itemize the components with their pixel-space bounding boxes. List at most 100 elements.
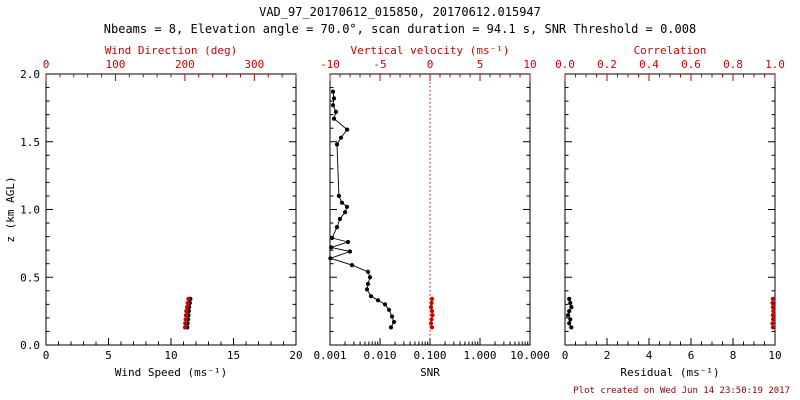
snr-profile-marker [330, 235, 335, 241]
correlation-marker [770, 300, 775, 306]
snr-profile-marker [336, 193, 341, 198]
wind-direction-marker [183, 313, 188, 318]
correlation-marker [771, 317, 776, 322]
x-tick-label: 10 [768, 349, 781, 362]
wind-direction-marker [184, 305, 190, 310]
snr-profile-marker [364, 287, 370, 292]
top-axis-title: Vertical velocity (ms⁻¹) [351, 44, 510, 57]
panel-frame [564, 73, 776, 346]
snr-profile-marker [330, 89, 336, 94]
x-tick-label: 20 [289, 349, 302, 362]
correlation-marker [770, 313, 776, 318]
x-tick-label: 8 [730, 349, 737, 362]
snr-profile-marker [345, 239, 351, 245]
snr-profile-marker [365, 269, 371, 274]
snr-profile-marker [334, 225, 340, 230]
top-tick-label: 100 [106, 58, 126, 71]
snr-profile-marker [386, 307, 392, 312]
wind-direction-marker [186, 296, 191, 301]
x-tick-label: 5 [105, 349, 112, 362]
snr-profile-marker [337, 216, 342, 222]
panel-wind: 0 5 10 15 20 Wind Speed (ms⁻¹) 0 100 200 300 Wind … [20, 44, 303, 379]
snr-profile-marker [388, 325, 394, 330]
vertical-velocity-marker [429, 309, 435, 314]
correlation-marker [770, 325, 776, 330]
top-tick-label: 0 [427, 58, 434, 71]
vertical-velocity-marker [428, 321, 434, 326]
residual-marker [568, 300, 573, 306]
correlation-marker [770, 296, 776, 301]
correlation-marker [771, 309, 776, 314]
snr-profile-marker [368, 294, 374, 299]
top-tick-label: 200 [175, 58, 195, 71]
snr-profile-marker [382, 302, 388, 307]
wind-direction-marker [183, 317, 188, 322]
x-tick-label: 0 [562, 349, 569, 362]
top-axis-title: Correlation [634, 44, 707, 57]
x-tick-label: 0.010 [363, 349, 396, 362]
top-axis-title: Wind Direction (deg) [105, 44, 237, 57]
x-tick-label: 1.000 [463, 349, 496, 362]
snr-profile-marker [333, 109, 339, 114]
residual-marker [566, 313, 571, 318]
panel-snr: 0.001 0.010 0.100 1.000 10.000 SNR -10 -5 0 5 10 Ve… [313, 44, 549, 379]
y-tick-label: 1.0 [20, 204, 40, 217]
vertical-velocity-marker [429, 325, 435, 330]
x-tick-label: 10 [164, 349, 177, 362]
x-tick-label: 2 [604, 349, 611, 362]
snr-profile-marker [329, 245, 334, 250]
y-axis-title: z (km AGL) [4, 176, 17, 242]
y-tick-label: 2.0 [20, 68, 40, 81]
y-tick-label: 0.0 [20, 339, 40, 352]
x-tick-label: 0.100 [413, 349, 446, 362]
snr-profile-line [328, 91, 395, 328]
wind-direction-marker [184, 309, 189, 314]
snr-profile-marker [328, 256, 333, 261]
snr-profile-marker [331, 116, 337, 121]
top-tick-label: 0.2 [597, 58, 617, 71]
snr-profile-marker [347, 249, 353, 254]
snr-profile-marker [389, 314, 395, 319]
vertical-velocity-marker [429, 317, 434, 322]
snr-profile-marker [349, 263, 355, 268]
snr-profile-marker [344, 204, 350, 209]
top-tick-label: -10 [320, 58, 340, 71]
plot-subtitle: Nbeams = 8, Elevation angle = 70.0°, sca… [103, 22, 697, 36]
top-tick-label: 10 [523, 58, 536, 71]
top-tick-label: 1.0 [765, 58, 785, 71]
snr-profile-marker [367, 275, 373, 280]
wind-direction-marker [183, 321, 188, 326]
snr-profile-marker [334, 142, 340, 147]
x-tick-label: 6 [688, 349, 695, 362]
vertical-velocity-marker [429, 296, 435, 301]
top-tick-label: -5 [373, 58, 386, 71]
x-tick-label: 0.001 [313, 349, 346, 362]
vertical-velocity-marker [428, 305, 434, 310]
y-tick-label: 0.5 [20, 271, 40, 284]
correlation-marker [770, 305, 776, 310]
top-tick-label: 300 [244, 58, 264, 71]
vertical-velocity-marker [429, 300, 434, 306]
residual-marker [569, 305, 574, 310]
top-tick-label: 5 [477, 58, 484, 71]
snr-profile-marker [375, 298, 381, 303]
snr-profile-marker [365, 281, 371, 287]
residual-marker [568, 317, 573, 322]
plot-created-timestamp: Plot created on Wed Jun 14 23:50:19 2017 [573, 386, 790, 396]
x-tick-label: 0 [43, 349, 50, 362]
top-tick-label: 0.4 [639, 58, 659, 71]
wind-direction-marker [182, 325, 187, 330]
x-axis-title: Wind Speed (ms⁻¹) [115, 366, 228, 379]
correlation-marker [770, 321, 775, 326]
x-tick-label: 10.000 [510, 349, 550, 362]
snr-profile-marker [345, 127, 350, 132]
y-tick-label: 1.5 [20, 136, 40, 149]
x-tick-label: 15 [227, 349, 240, 362]
wind-direction-marker [185, 300, 190, 306]
snr-profile-marker [338, 135, 344, 140]
residual-marker [567, 309, 572, 314]
panel-residual: 0 2 4 6 8 10 Residual (ms⁻¹) 0.0 0.2 0.4 0.6 0.8 1.0… [555, 44, 785, 379]
top-tick-label: 0.0 [555, 58, 575, 71]
